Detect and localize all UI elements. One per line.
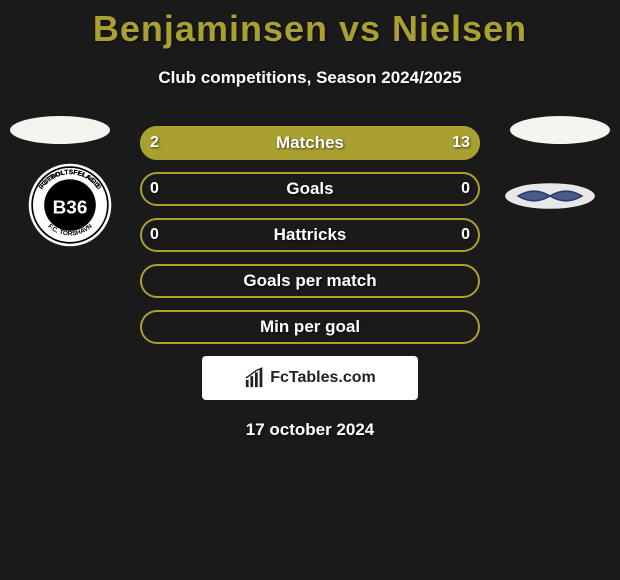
page-subtitle: Club competitions, Season 2024/2025 (0, 50, 620, 88)
svg-text:B36: B36 (53, 198, 88, 219)
date-label: 17 october 2024 (0, 400, 620, 440)
bar-label: Goals per match (140, 264, 480, 298)
left-player-ellipse (10, 116, 110, 144)
bar-label: Matches (140, 126, 480, 160)
bar-hattricks: 0 0 Hattricks (140, 218, 480, 252)
bar-goals: 0 0 Goals (140, 172, 480, 206)
stat-bars: 2 13 Matches 0 0 Goals 0 0 Hattricks (140, 126, 480, 344)
source-badge: FcTables.com (202, 356, 418, 400)
bar-label: Goals (140, 172, 480, 206)
bar-matches: 2 13 Matches (140, 126, 480, 160)
right-club-logo (500, 166, 600, 226)
badge-inner: FcTables.com (244, 367, 376, 389)
bar-min-per-goal: Min per goal (140, 310, 480, 344)
page-title: Benjaminsen vs Nielsen (0, 0, 620, 50)
right-player-ellipse (510, 116, 610, 144)
badge-text: FcTables.com (270, 369, 376, 387)
chart-icon (244, 367, 266, 389)
bar-goals-per-match: Goals per match (140, 264, 480, 298)
bar-label: Hattricks (140, 218, 480, 252)
bar-label: Min per goal (140, 310, 480, 344)
left-club-logo: B36 FOTBOLTSFELAGID FOTBOLTSFELAGID F.C.… (20, 160, 120, 250)
comparison-content: B36 FOTBOLTSFELAGID FOTBOLTSFELAGID F.C.… (0, 126, 620, 440)
